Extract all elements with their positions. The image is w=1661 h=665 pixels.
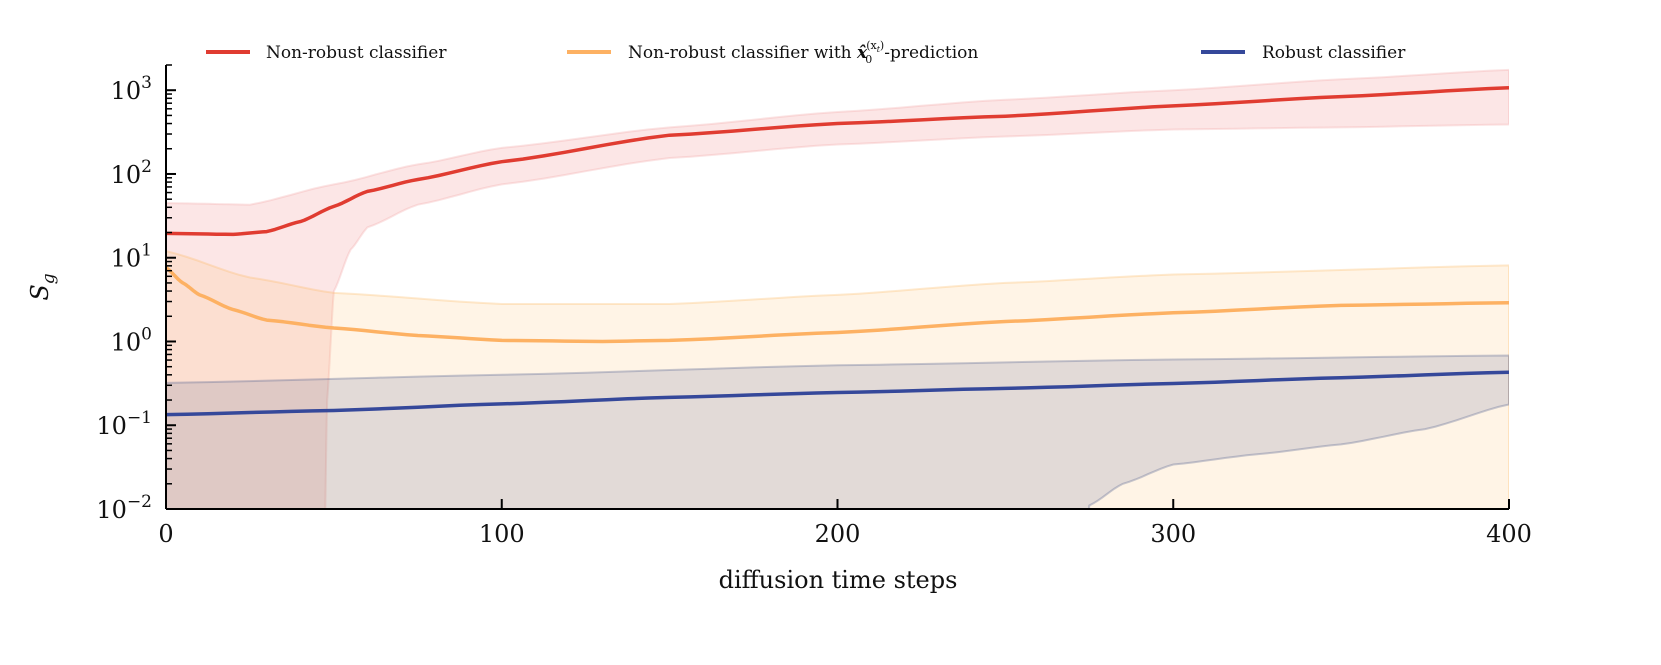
legend-label-robust: Robust classifier xyxy=(1262,43,1406,63)
legend-label-non-robust-x0: Non-robust classifier with x̂0(xt)-predi… xyxy=(628,39,978,66)
series-lines xyxy=(166,86,1509,417)
legend-math-sup-sub: t xyxy=(877,45,881,54)
band-0 xyxy=(166,68,1509,509)
band-2 xyxy=(166,354,1509,509)
x-tick-label: 300 xyxy=(1150,520,1196,548)
band-1 xyxy=(166,250,1509,509)
legend: Non-robust classifier Non-robust classif… xyxy=(206,39,1406,66)
x-tick-label: 0 xyxy=(158,520,173,548)
legend-math-sub: 0 xyxy=(865,53,872,66)
legend-math-sup: (x xyxy=(866,39,877,52)
legend-label-non-robust: Non-robust classifier xyxy=(266,43,447,63)
x-tick-label: 400 xyxy=(1486,520,1532,548)
axes: 0 100 200 300 400 10−2 10−1 100 101 102 103 xyxy=(96,64,1532,548)
legend-suffix: -prediction xyxy=(884,43,978,63)
x-tick-label: 200 xyxy=(815,520,861,548)
line-0 xyxy=(166,86,1509,237)
y-tick-label: 10−1 xyxy=(96,408,152,440)
legend-math-sup-close: ) xyxy=(880,39,884,52)
y-axis-label-sub: g xyxy=(39,273,59,284)
line-2 xyxy=(166,370,1509,417)
y-tick-label: 101 xyxy=(111,241,152,273)
y-tick-label: 102 xyxy=(111,157,152,189)
confidence-bands xyxy=(166,68,1509,509)
y-tick-label: 100 xyxy=(111,324,152,356)
legend-prefix: Non-robust classifier with xyxy=(628,43,857,63)
line-1 xyxy=(166,266,1509,344)
y-axis-label-main: S xyxy=(26,284,54,300)
y-tick-label: 10−2 xyxy=(96,492,152,524)
x-axis-label: diffusion time steps xyxy=(719,566,958,594)
y-axis-label: Sg xyxy=(26,273,59,300)
legend-math-x: x̂ xyxy=(856,43,868,63)
x-tick-label: 100 xyxy=(479,520,525,548)
y-tick-label: 103 xyxy=(111,73,152,105)
